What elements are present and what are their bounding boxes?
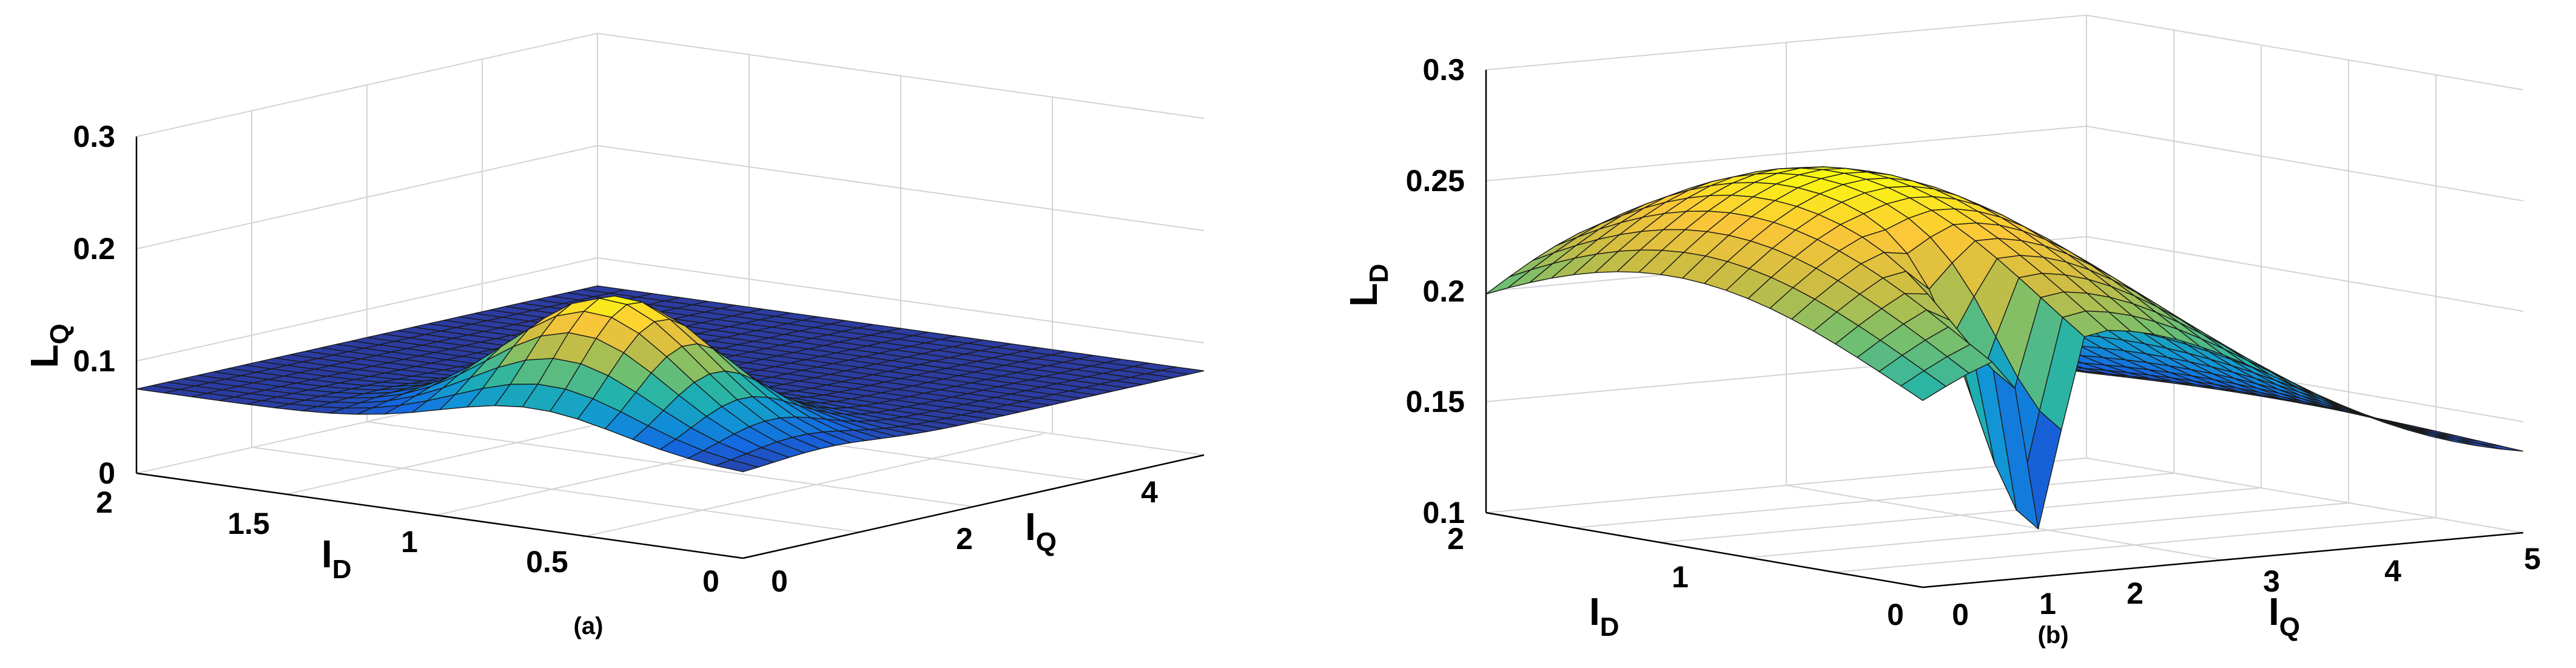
- chart-b-caption: (b): [2037, 622, 2068, 649]
- chart-a-xlabel: ID: [321, 532, 352, 584]
- chart-a-xtick-1: 1.5: [227, 507, 270, 541]
- chart-b-ytick-2: 2: [2127, 576, 2144, 610]
- chart-b-ytick-1: 1: [2039, 587, 2056, 621]
- surface-patch: [1900, 370, 1947, 401]
- chart-a-xtick-4: 0: [702, 564, 719, 598]
- chart-b-axes: [1485, 70, 2524, 589]
- chart-b-back-grid: [1485, 15, 2524, 588]
- chart-a-caption: (a): [574, 613, 604, 639]
- chart-a-ytick-1: 2: [956, 522, 973, 556]
- chart-b-xtick-1: 1: [1672, 560, 1689, 594]
- chart-a-xtick-2: 1: [401, 525, 418, 559]
- chart-b-ztick-0: 0.3: [1422, 53, 1465, 87]
- chart-b-ytick-3: 3: [2263, 564, 2280, 598]
- chart-a-xtick-3: 0.5: [526, 545, 568, 579]
- chart-a-axes: [135, 137, 1205, 559]
- chart-a-zlabel: LQ: [22, 323, 75, 368]
- chart-b-surface: [1485, 166, 2524, 530]
- chart-a-ylabel: IQ: [1025, 505, 1057, 557]
- surface-patch: [714, 459, 760, 473]
- chart-a-ztick-3: 0: [98, 456, 115, 490]
- chart-b-ytick-0: 0: [1952, 598, 1969, 632]
- chart-b-ztick-3: 0.15: [1406, 385, 1465, 419]
- chart-panel-a: 0.3 0.2 0.1 0 2 1.5 1 0.5 0 0 2 4 LQ ID …: [22, 33, 1205, 639]
- chart-b-zlabel: LD: [1342, 264, 1394, 307]
- chart-a-ztick-0: 0.3: [73, 120, 115, 154]
- chart-a-ytick-2: 4: [1141, 475, 1158, 509]
- chart-a-ytick-0: 0: [771, 564, 788, 598]
- chart-a-ztick-2: 0.1: [73, 344, 115, 378]
- chart-panel-b: 0.3 0.25 0.2 0.15 0.1 2 1 0 0 1 2 3 4 5 …: [1342, 15, 2541, 649]
- chart-b-ztick-4: 0.1: [1422, 496, 1465, 530]
- chart-a-ztick-1: 0.2: [73, 232, 115, 266]
- chart-b-ztick-2: 0.2: [1422, 274, 1465, 308]
- chart-b-xtick-2: 0: [1887, 598, 1904, 632]
- chart-b-ytick-4: 4: [2384, 554, 2401, 588]
- surface-patch: [2478, 443, 2524, 452]
- chart-b-xtick-0: 2: [1447, 522, 1464, 556]
- chart-b-ztick-1: 0.25: [1406, 164, 1465, 198]
- chart-b-xlabel: ID: [1589, 590, 1619, 642]
- chart-a-surface: [136, 285, 1205, 473]
- chart-b-ylabel: IQ: [2268, 590, 2300, 642]
- chart-a-xtick-0: 2: [96, 485, 113, 519]
- chart-b-ytick-5: 5: [2524, 542, 2541, 576]
